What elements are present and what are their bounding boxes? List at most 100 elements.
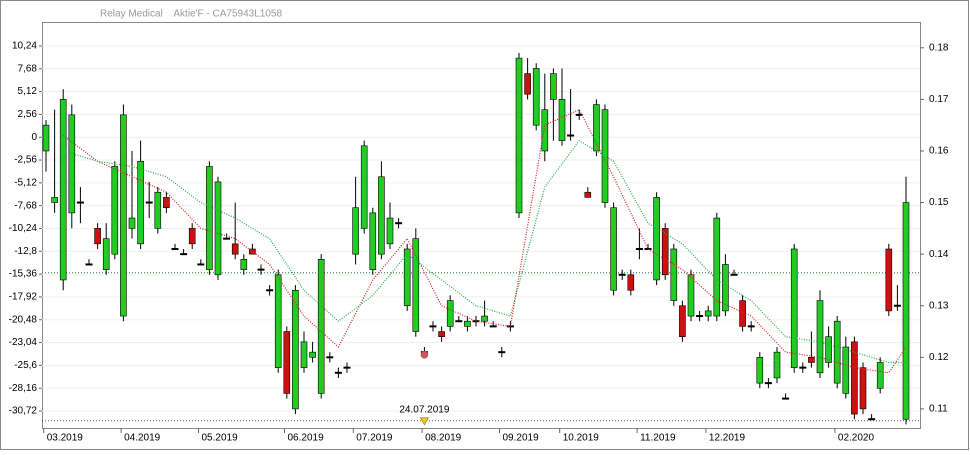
moving-average xyxy=(62,108,907,374)
candle-body xyxy=(154,191,162,229)
annotation-label: 24.07.2019 xyxy=(399,404,449,415)
candle-body xyxy=(94,228,101,245)
candle-body xyxy=(842,346,850,394)
candle-body xyxy=(584,191,592,198)
x-tick-label: 02.2020 xyxy=(838,433,875,444)
y-tick-label: -10,24 xyxy=(9,223,38,234)
x-tick-label: 03.2019 xyxy=(47,433,84,444)
x-tick-label: 08.2019 xyxy=(425,433,462,444)
candle-body xyxy=(833,320,841,384)
candle-body xyxy=(317,259,325,394)
candle-body xyxy=(679,305,686,337)
y-tick-label: -2,56 xyxy=(14,155,37,166)
candle-body xyxy=(790,248,798,368)
candle-body xyxy=(309,351,316,358)
x-tick-label: 05.2019 xyxy=(202,433,239,444)
candle-body xyxy=(292,289,299,410)
candle-body xyxy=(713,217,721,317)
candle-body xyxy=(369,212,377,270)
annotation-marker xyxy=(419,417,429,426)
y-tick-label: -12,8 xyxy=(14,246,37,257)
y2-tick-label: 0.16 xyxy=(929,146,949,157)
y-tick-label: -28,16 xyxy=(9,383,38,394)
y-tick-label: 2,56 xyxy=(18,109,38,120)
candle-body xyxy=(360,145,368,229)
candle-body xyxy=(661,228,669,276)
candle-body xyxy=(524,73,531,95)
moving-average xyxy=(63,139,906,364)
y2-tick-label: 0.13 xyxy=(929,300,949,311)
y2-tick-label: 0.11 xyxy=(929,404,948,415)
candle-body xyxy=(859,367,867,410)
candle-body xyxy=(274,274,282,368)
y-tick-label: 7,68 xyxy=(18,63,38,74)
y2-tick-label: 0.18 xyxy=(929,42,949,53)
candle-body xyxy=(885,248,893,312)
x-tick-label: 12.2019 xyxy=(709,433,746,444)
candle-body xyxy=(68,114,76,214)
candle-body xyxy=(111,166,119,255)
candle-body xyxy=(102,238,110,270)
candle-body xyxy=(42,124,50,152)
y-tick-label: 10,24 xyxy=(12,41,37,52)
candle-body xyxy=(464,320,471,327)
y-tick-label: -15,36 xyxy=(9,269,38,280)
y-tick-label: -17,92 xyxy=(9,292,38,303)
x-tick-label: 06.2019 xyxy=(288,433,325,444)
candle-body xyxy=(739,300,746,327)
candle-body xyxy=(851,341,858,415)
x-tick-label: 04.2019 xyxy=(124,433,161,444)
candle-body xyxy=(481,315,488,322)
y-tick-label: -7,68 xyxy=(14,200,37,211)
y-tick-label: -23,04 xyxy=(9,337,38,348)
candle-body xyxy=(558,99,566,141)
candle-body xyxy=(627,274,635,291)
candle-body xyxy=(51,197,58,203)
candle-body xyxy=(541,109,549,152)
candle-body xyxy=(352,207,359,255)
candle-body xyxy=(378,176,385,255)
candle-body xyxy=(128,217,136,229)
candle-body xyxy=(670,248,678,301)
candle-body xyxy=(532,68,540,126)
candle-body xyxy=(773,351,781,379)
candle-body xyxy=(206,166,213,270)
y2-tick-label: 0.17 xyxy=(929,94,949,105)
candle-body xyxy=(816,300,824,374)
candle-body xyxy=(403,248,411,307)
candle-body xyxy=(515,57,523,214)
candle-body xyxy=(446,300,454,327)
y-tick-label: -25,6 xyxy=(14,360,37,371)
candle-body xyxy=(550,73,557,100)
candle-body xyxy=(808,357,815,363)
y-tick-label: -20,48 xyxy=(9,314,38,325)
candle-body xyxy=(283,331,291,394)
y2-tick-label: 0.14 xyxy=(929,249,949,260)
candle-body xyxy=(687,274,695,317)
candle-body xyxy=(214,181,222,276)
y-tick-label: 5,12 xyxy=(18,86,38,97)
candle-body xyxy=(610,207,617,291)
x-tick-label: 10.2019 xyxy=(563,433,600,444)
y2-tick-label: 0.12 xyxy=(929,352,949,363)
candle-body xyxy=(188,228,196,245)
candle-body xyxy=(902,202,910,420)
y2-tick-label: 0.15 xyxy=(929,197,949,208)
y-tick-label: -30,72 xyxy=(9,406,38,417)
candle-body xyxy=(438,331,445,337)
event-marker xyxy=(420,350,429,359)
candle-body xyxy=(163,197,170,209)
candle-body xyxy=(722,264,729,312)
candle-body xyxy=(59,99,67,281)
chart-title: Relay Medical Aktie'F - CA75943L1058 xyxy=(100,9,282,20)
candle-body xyxy=(386,217,394,245)
candle-body xyxy=(137,160,144,245)
y-tick-label: 0 xyxy=(31,132,37,143)
candle-body xyxy=(876,362,884,389)
plot-area xyxy=(42,22,921,429)
candle-body xyxy=(412,238,420,332)
candle-body xyxy=(756,357,764,384)
x-tick-label: 11.2019 xyxy=(640,433,676,444)
y-tick-label: -5,12 xyxy=(14,177,37,188)
